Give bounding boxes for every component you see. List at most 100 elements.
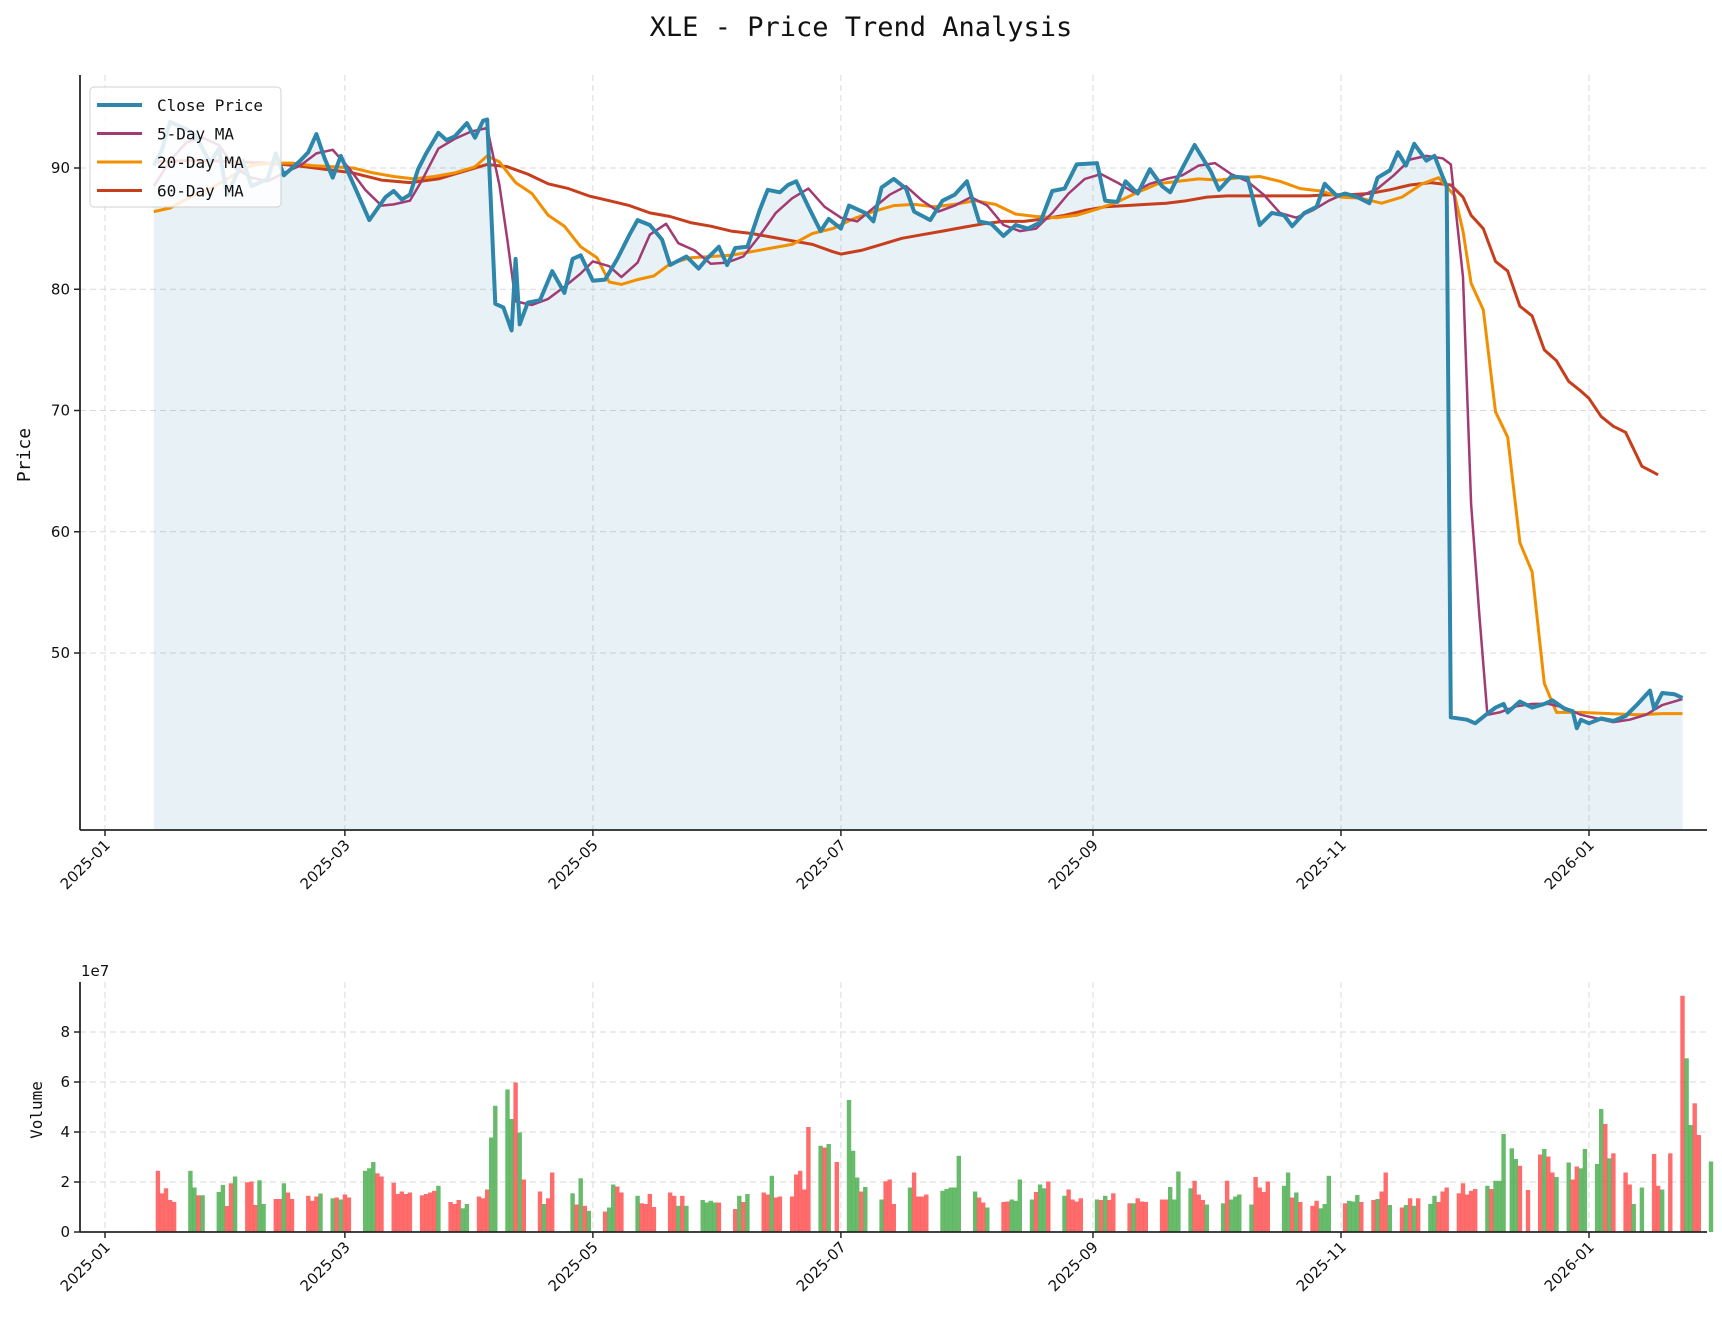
volume-bar bbox=[1440, 1191, 1445, 1232]
volume-bar bbox=[1501, 1134, 1506, 1232]
volume-bar bbox=[436, 1185, 441, 1233]
volume-bar bbox=[611, 1184, 616, 1232]
volume-bar bbox=[1346, 1200, 1352, 1233]
volume-bar bbox=[1660, 1189, 1665, 1232]
volume-axes bbox=[79, 982, 1707, 1233]
volume-bar bbox=[338, 1199, 343, 1232]
volume-bar bbox=[1603, 1124, 1608, 1232]
volume-bar bbox=[306, 1195, 311, 1233]
volume-bar bbox=[1005, 1201, 1010, 1232]
volume-bar bbox=[428, 1192, 433, 1232]
volume-bar bbox=[1029, 1199, 1035, 1232]
volume-bar bbox=[911, 1172, 917, 1232]
volume-bar bbox=[432, 1190, 437, 1233]
volume-bar bbox=[1696, 1135, 1701, 1232]
volume-bar bbox=[607, 1207, 612, 1232]
volume-bar bbox=[1570, 1179, 1575, 1232]
volume-bar bbox=[245, 1182, 250, 1233]
volume-bar bbox=[745, 1194, 750, 1232]
volume-bar bbox=[371, 1162, 376, 1232]
volume-tick-label: 8 bbox=[60, 1023, 70, 1041]
volume-bar bbox=[285, 1192, 291, 1232]
legend-item-label: 60-Day MA bbox=[157, 182, 244, 201]
volume-bar bbox=[1042, 1188, 1047, 1233]
price-axes bbox=[79, 75, 1707, 831]
volume-axis-label: Volume bbox=[27, 1081, 46, 1139]
volume-bar bbox=[1399, 1207, 1405, 1232]
volume-bar bbox=[1651, 1154, 1657, 1232]
volume-bar bbox=[972, 1191, 978, 1232]
volume-tick-label: 2 bbox=[60, 1173, 70, 1191]
volume-bar bbox=[464, 1204, 470, 1232]
volume-bar bbox=[855, 1177, 860, 1232]
volume-bar bbox=[1383, 1172, 1388, 1232]
volume-bar bbox=[1611, 1153, 1616, 1233]
volume-bar bbox=[708, 1200, 713, 1233]
volume-bar bbox=[733, 1209, 738, 1232]
volume-bar bbox=[1342, 1203, 1348, 1232]
price-panel: 50 60 70 80 90 2025-01 2025-03 2025-05 2025-07 20… bbox=[14, 75, 1707, 893]
volume-bar bbox=[509, 1119, 514, 1232]
volume-bar bbox=[1318, 1208, 1323, 1233]
volume-bar bbox=[1489, 1189, 1494, 1232]
volume-bar bbox=[1298, 1202, 1303, 1232]
date-tick-label: 2025-03 bbox=[297, 836, 354, 893]
volume-bar bbox=[1139, 1201, 1144, 1232]
date-tick-label: 2025-05 bbox=[545, 1238, 602, 1295]
volume-bar bbox=[1229, 1199, 1234, 1232]
volume-bar bbox=[879, 1199, 884, 1232]
volume-bar bbox=[196, 1195, 201, 1233]
volume-bar bbox=[1009, 1199, 1014, 1232]
volume-bar bbox=[924, 1194, 929, 1232]
volume-bar bbox=[602, 1211, 608, 1232]
volume-bar bbox=[1168, 1187, 1173, 1232]
volume-panel: 0 2 4 6 8 2025-01 2025-03 2025-05 2025-07 2025-09… bbox=[27, 962, 1714, 1295]
volume-bar bbox=[1290, 1197, 1295, 1232]
volume-bar bbox=[1708, 1161, 1714, 1232]
volume-bar bbox=[586, 1210, 591, 1233]
volume-bar bbox=[1574, 1166, 1579, 1232]
volume-bar bbox=[883, 1181, 888, 1232]
volume-bar bbox=[1594, 1164, 1600, 1232]
volume-bar bbox=[216, 1192, 221, 1232]
volume-bar bbox=[1688, 1125, 1693, 1232]
volume-bar bbox=[1631, 1204, 1636, 1232]
volume-bar bbox=[253, 1205, 258, 1232]
volume-bar bbox=[1164, 1199, 1169, 1232]
volume-bar bbox=[765, 1194, 770, 1232]
volume-bar bbox=[615, 1186, 620, 1232]
volume-bar bbox=[676, 1205, 681, 1233]
volume-bar bbox=[1265, 1181, 1270, 1232]
close-price-line bbox=[152, 117, 1684, 731]
volume-bar bbox=[806, 1127, 811, 1232]
date-tick-label: 2026-01 bbox=[1541, 836, 1598, 893]
volume-bar bbox=[985, 1207, 990, 1232]
volume-bar bbox=[281, 1183, 287, 1233]
volume-bar bbox=[163, 1188, 169, 1233]
volume-bar bbox=[651, 1207, 657, 1232]
volume-bar bbox=[700, 1200, 705, 1232]
volume-bar bbox=[574, 1204, 579, 1232]
legend-item-label: 20-Day MA bbox=[157, 153, 244, 172]
volume-bars bbox=[155, 995, 1714, 1233]
volume-bar bbox=[794, 1174, 799, 1232]
volume-bar bbox=[737, 1195, 742, 1233]
volume-bar bbox=[1456, 1193, 1462, 1233]
volume-bar bbox=[712, 1202, 718, 1232]
volume-bar bbox=[1107, 1200, 1112, 1232]
volume-tick-label: 4 bbox=[60, 1123, 70, 1141]
volume-bar bbox=[375, 1173, 380, 1233]
volume-bar bbox=[1416, 1198, 1421, 1233]
volume-bar bbox=[476, 1196, 482, 1232]
volume-bar bbox=[1062, 1195, 1067, 1233]
volume-bar bbox=[1550, 1172, 1555, 1232]
date-tick-label: 2025-09 bbox=[1045, 1238, 1102, 1295]
5-day-ma-line bbox=[152, 126, 1683, 724]
volume-bar bbox=[1172, 1199, 1177, 1232]
volume-bar bbox=[948, 1187, 953, 1232]
volume-bar bbox=[1387, 1205, 1392, 1232]
volume-bar bbox=[1111, 1193, 1116, 1233]
volume-bar bbox=[1485, 1185, 1490, 1233]
volume-bar bbox=[1066, 1189, 1071, 1232]
